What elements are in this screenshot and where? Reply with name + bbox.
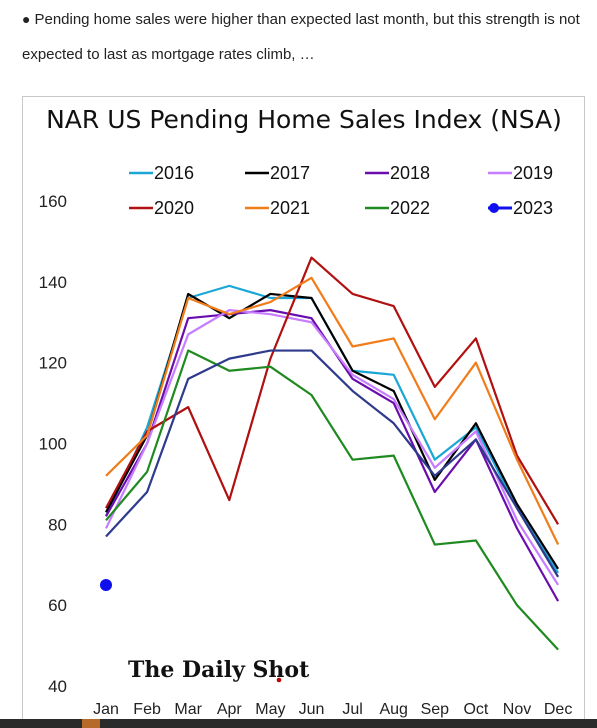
x-tick-label: Feb xyxy=(133,701,161,718)
legend-marker xyxy=(489,203,499,213)
y-tick-label: 160 xyxy=(39,192,67,211)
legend-label: 2021 xyxy=(270,198,310,218)
x-tick-label: Apr xyxy=(217,701,243,718)
bullet-paragraph: ● Pending home sales were higher than exp… xyxy=(22,2,590,72)
x-tick-label: Jul xyxy=(342,701,362,718)
series-line-2017 xyxy=(105,292,560,570)
x-tick-label: Dec xyxy=(544,701,572,718)
x-tick-label: Jan xyxy=(93,701,119,718)
legend-label: 2017 xyxy=(270,163,310,183)
chart-title: NAR US Pending Home Sales Index (NSA) xyxy=(46,105,562,134)
y-tick-label: 100 xyxy=(39,435,67,454)
y-tick-label: 120 xyxy=(39,354,67,373)
x-tick-label: Oct xyxy=(463,701,488,718)
legend-label: 2023 xyxy=(513,198,553,218)
legend-label: 2022 xyxy=(390,198,430,218)
x-tick-label: Mar xyxy=(174,701,202,718)
bottom-toolbar-strip xyxy=(0,719,597,728)
bullet-text: Pending home sales were higher than expe… xyxy=(22,11,580,63)
bullet-icon: ● xyxy=(22,11,31,27)
taskbar-icon xyxy=(82,719,100,728)
series-line-2019 xyxy=(105,309,560,586)
x-tick-label: Jun xyxy=(299,701,325,718)
series-line-2021 xyxy=(105,276,560,546)
legend-label: 2018 xyxy=(390,163,430,183)
legend-label: 2020 xyxy=(154,198,194,218)
series-line-2020 xyxy=(105,256,560,525)
series-line-2022 xyxy=(105,349,559,651)
x-tick-label: May xyxy=(255,701,285,718)
watermark-dot xyxy=(276,677,282,683)
chart-container: NAR US Pending Home Sales Index (NSA) 40 6… xyxy=(22,96,585,726)
y-tick-label: 140 xyxy=(39,273,67,292)
legend-label: 2019 xyxy=(513,163,553,183)
legend-label: 2016 xyxy=(154,163,194,183)
series-point-2023 xyxy=(100,578,112,591)
pending-home-sales-chart: NAR US Pending Home Sales Index (NSA) 40 6… xyxy=(39,105,573,718)
x-tick-label: Nov xyxy=(503,701,531,718)
watermark-logo: The Daily Shot xyxy=(128,657,310,683)
y-tick-label: 40 xyxy=(48,677,67,696)
series-line-unnamed xyxy=(105,349,560,578)
y-tick-label: 80 xyxy=(48,515,67,534)
x-tick-label: Sep xyxy=(421,701,450,718)
y-tick-label: 60 xyxy=(48,596,67,615)
x-tick-label: Aug xyxy=(379,701,407,718)
